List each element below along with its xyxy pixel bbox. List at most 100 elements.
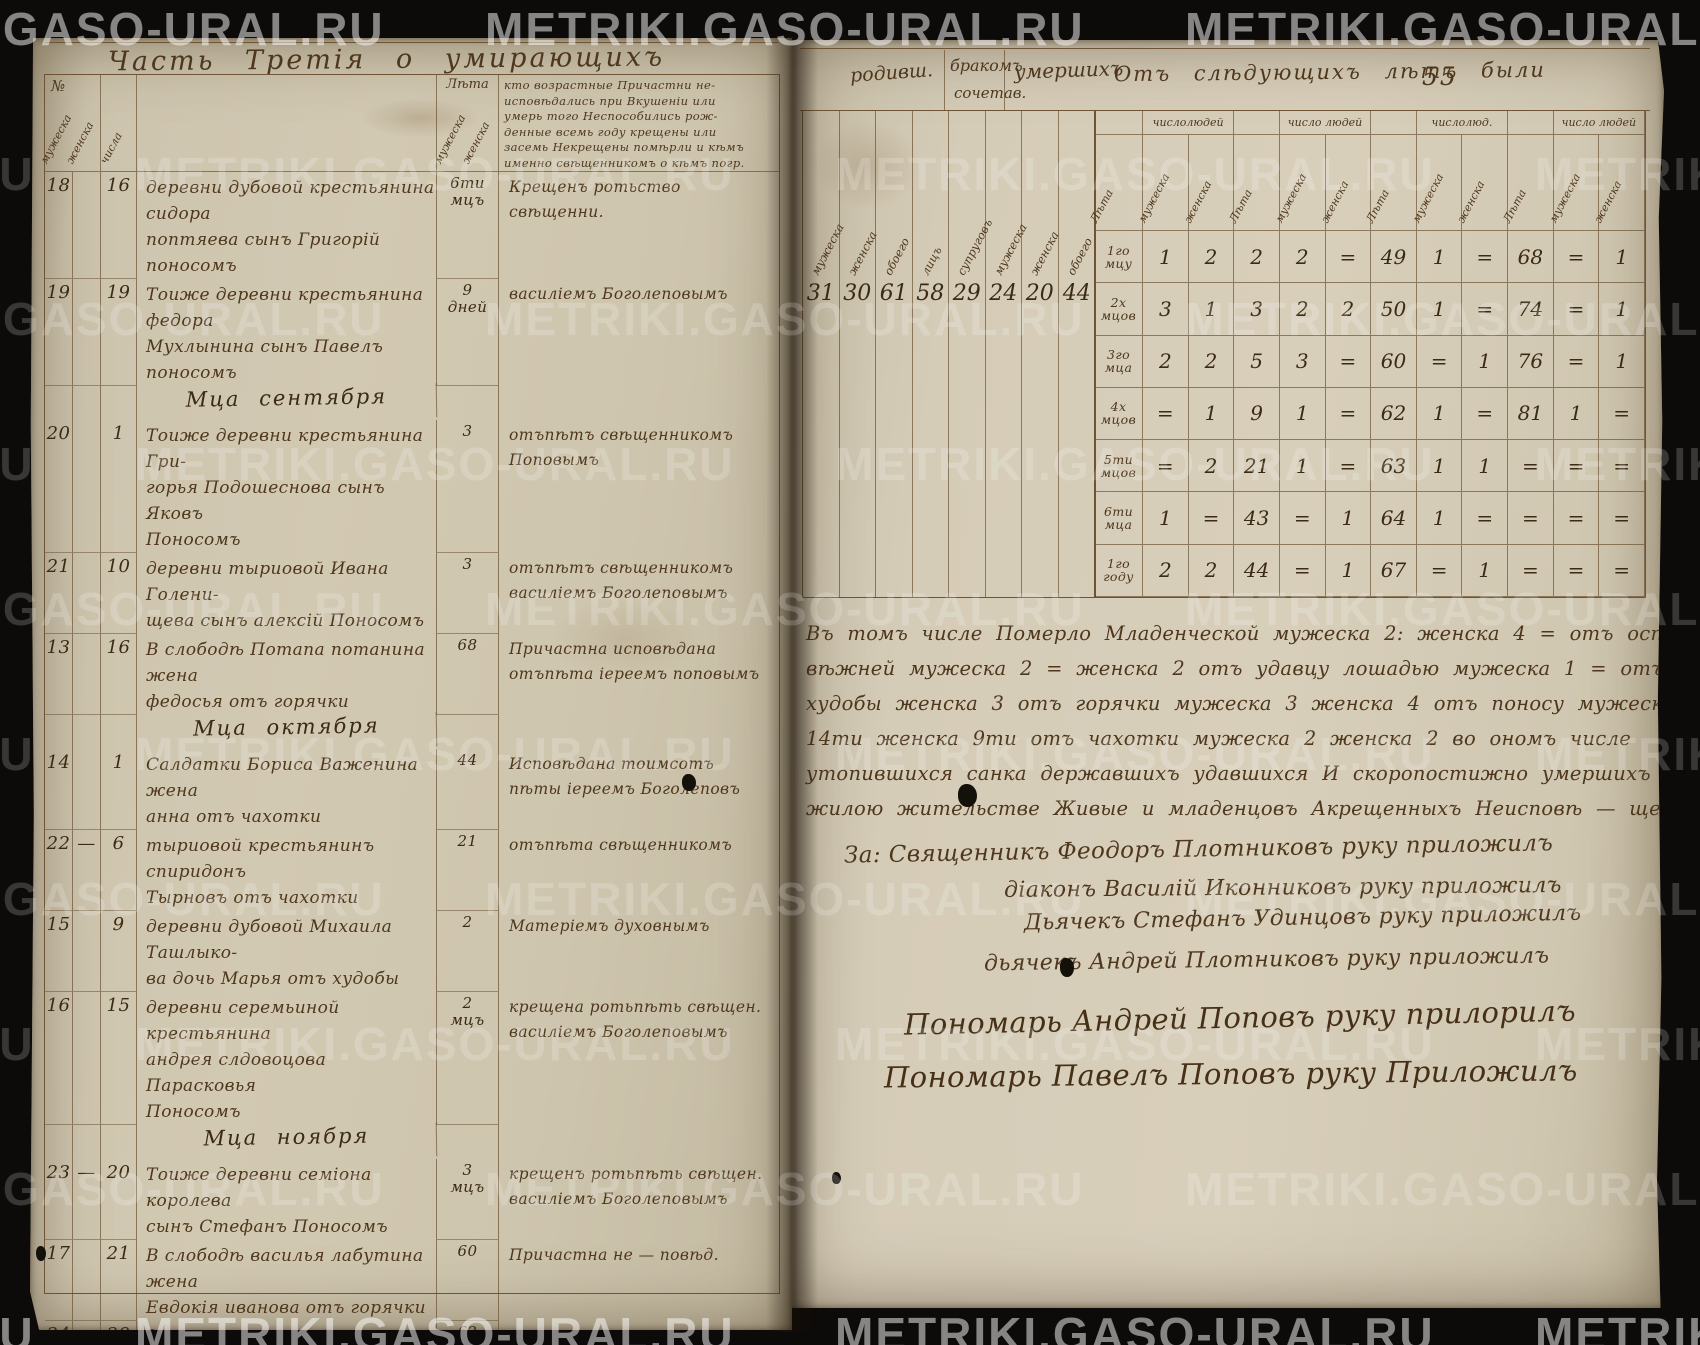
age-count-cell: 1 xyxy=(1416,492,1463,545)
rotated-column-label: обоего xyxy=(1063,235,1095,278)
burial-note-line: Поповымъ xyxy=(509,451,600,469)
age-count-value: = xyxy=(1567,558,1585,583)
age-count-value: 2 xyxy=(1341,296,1355,321)
age-count-cell: = xyxy=(1553,440,1600,493)
age-count-cell: 2 xyxy=(1188,335,1235,388)
age-count-value: 76 xyxy=(1517,349,1544,374)
col-header-married-line2: сочетав. xyxy=(954,84,1027,102)
age-count-value: 1 xyxy=(1432,506,1446,531)
age-row-label-text: 2х мцов xyxy=(1101,296,1137,322)
age-count-cell: 1 xyxy=(1279,387,1326,441)
age-count-value: 1 xyxy=(1204,296,1218,321)
age-count-value: 50 xyxy=(1380,296,1407,321)
death-entry-row: 22—6 тыриовой крестьянинъ спиридонъ Тырнов… xyxy=(45,830,779,911)
ages-table-title: Отъ слѣдующихъ лѣтъ были xyxy=(1113,57,1546,87)
summary-line: вѣжней мужеска 2 = женска 2 отъ удавцу л… xyxy=(806,657,1665,680)
month-label: Мца сентября xyxy=(136,383,438,423)
age-count-cell: 1 xyxy=(1416,231,1463,284)
age-count-value: = xyxy=(1613,558,1631,583)
age-row-label-line: мцов xyxy=(1100,412,1137,428)
rotated-column-label: женска xyxy=(1027,228,1062,278)
col-header-died: умершихъ xyxy=(1013,56,1124,84)
header-cell-burial-note: кто возрастные Причастни не-исповѣдались… xyxy=(499,75,779,171)
entry-text-line: В слободѣ василья лабутина жена xyxy=(146,1246,424,1292)
age-count-cell: = xyxy=(1599,387,1645,441)
age-row-label-text: 1го году xyxy=(1103,557,1134,583)
age-count-cell: 1 xyxy=(1143,492,1189,545)
entry-number-male: 22 xyxy=(45,830,73,911)
entry-text-line: Салдатки Бориса Важенина жена xyxy=(146,755,419,801)
age-count-cell: 1 xyxy=(1599,283,1645,336)
age-count-value: = xyxy=(1522,558,1539,583)
age-count-value: 63 xyxy=(1380,453,1407,478)
age-count-value: 1 xyxy=(1615,349,1629,374)
watermark-text: METRIKI.GASO-URAL.RU xyxy=(0,1018,35,1070)
signature-line: діаконъ Василій Иконниковъ руку приложил… xyxy=(1003,873,1562,903)
entry-text: тыриовой крестьянинъ спиридонъ Тырновъ от… xyxy=(137,830,437,911)
age-count-value: 1 xyxy=(1432,401,1446,426)
age-count-cell: 2 xyxy=(1279,283,1326,336)
age-row-label-line: мцов xyxy=(1100,464,1137,480)
age-count-value: = xyxy=(1567,453,1585,478)
section-title: Часть Третія о умирающихъ xyxy=(107,41,666,78)
age-count-cell: 1 xyxy=(1416,440,1463,493)
empty-age-cell xyxy=(437,386,499,420)
age-count-value: 60 xyxy=(1380,349,1407,374)
age-table-column-label-cell: женска xyxy=(1592,135,1645,231)
death-entry-row: 13 16 В слободѣ Потапа потанина жена федось… xyxy=(45,634,779,715)
age-count-cell: 1 xyxy=(1599,231,1645,284)
summary-line: худобы женска 3 отъ горячки мужеска 3 же… xyxy=(806,692,1676,715)
entry-burial-note: отъпѣта свѣщенникомъ xyxy=(499,830,779,911)
burial-note-header-line: засемь Некрещены помѣрли и кѣмъ xyxy=(504,140,745,154)
entry-text-line: тыриовой крестьянинъ спиридонъ xyxy=(146,836,375,882)
entry-burial-note: Причастна не — повѣд. xyxy=(499,1240,779,1321)
age-count-value: 2 xyxy=(1204,244,1218,269)
entry-text: Тоиже деревни крестьянина Гри-горья Подо… xyxy=(137,420,437,553)
burial-note-line: Исповѣдана тоимсотъ xyxy=(509,755,715,773)
age-count-cell: = xyxy=(1599,440,1645,493)
burial-note-line: отъпѣтъ свѣщенникомъ xyxy=(509,426,734,444)
entry-text-line: В слободѣ Потапа потанина жена xyxy=(146,640,425,686)
age-row-label-text: 6ти мца xyxy=(1104,505,1133,531)
entry-number-male: 15 xyxy=(45,911,73,992)
age-column-title: Лѣта xyxy=(446,77,489,92)
age-count-cell: 1 xyxy=(1599,335,1645,388)
entry-text-line: Тырновъ отъ чахотки xyxy=(146,888,359,908)
entry-age: 9 дней xyxy=(437,279,499,386)
age-count-cell: = xyxy=(1325,440,1372,493)
age-count-cell: 2 xyxy=(1143,544,1189,597)
death-entry-row: 21 10 деревни тыриовой Ивана Голени-щева с… xyxy=(45,553,779,634)
burial-note-line: василіемъ Боголеповымъ xyxy=(509,584,728,602)
age-count-cell: 62 xyxy=(1371,387,1417,441)
watermark-text: METRIKI.GASO-URAL.RU xyxy=(0,148,35,200)
age-row-label-text: 4х мцов xyxy=(1101,400,1137,426)
signature-line: Дьячекъ Стефанъ Удинцовъ руку приложилъ xyxy=(1023,900,1582,936)
header-cell-numbers: № мужеска женска xyxy=(38,75,101,171)
title-top-rule xyxy=(44,42,778,43)
entry-text-line: андрея слдовоцова Парасковья xyxy=(146,1050,327,1096)
entry-text: Салдатки Бориса Важенина жена анна отъ ча… xyxy=(137,749,437,830)
watermark-text: METRIKI.GASO-URAL.RU xyxy=(1535,1308,1700,1345)
age-count-cell: = xyxy=(1462,231,1509,284)
age-count-cell: = xyxy=(1279,492,1326,545)
burial-note-line: крещенъ ротьпѣть свѣщен. xyxy=(509,1165,763,1183)
entry-text-line: горья Подошеснова сынъ Яковъ xyxy=(146,478,385,524)
age-row-label-text: 3го мца xyxy=(1105,348,1133,374)
age-count-cell: = xyxy=(1553,544,1600,597)
entry-burial-note: отъпѣтъ свѣщенникомъ Поповымъ xyxy=(499,420,779,553)
age-count-cell: = xyxy=(1325,335,1372,388)
age-count-cell: 2 xyxy=(1279,231,1326,284)
empty-number-cell xyxy=(73,386,101,420)
col-header-married-line1: бракомъ xyxy=(950,56,1023,75)
age-count-cell: 1 xyxy=(1279,440,1326,493)
entry-age: 21 xyxy=(437,830,499,911)
death-entry-row: 18 16 деревни дубовой крестьянина сидора по… xyxy=(45,172,779,279)
ink-blot xyxy=(832,1172,841,1184)
month-label: Мца ноября xyxy=(136,1122,438,1162)
age-row-label: 1го году xyxy=(1095,544,1143,597)
totals-value: 31 xyxy=(806,281,835,306)
entry-age-line: дней xyxy=(447,298,488,316)
totals-column: женска 20 xyxy=(1022,111,1062,597)
age-count-value: 2 xyxy=(1295,244,1309,269)
age-count-cell: = xyxy=(1508,544,1554,597)
